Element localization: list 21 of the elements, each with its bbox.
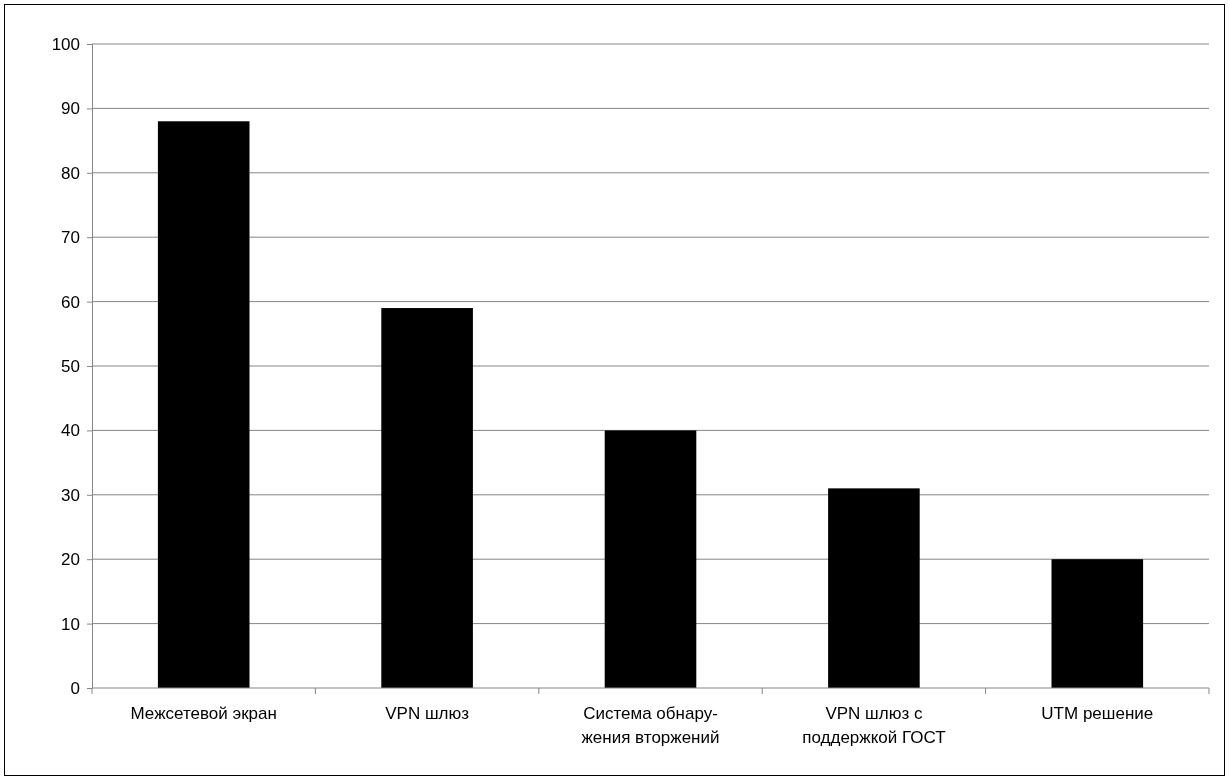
bar: [828, 488, 920, 688]
y-tick-label: 60: [61, 292, 80, 312]
x-tick-label: VPN шлюз с поддержкой ГОСТ: [802, 704, 946, 747]
x-tick-label: UTM решение: [1041, 704, 1154, 723]
y-tick-label: 0: [70, 678, 80, 698]
x-tick-label: Система обнару- жения вторжений: [581, 704, 720, 747]
bar: [604, 430, 697, 688]
x-tick-label: Межсетевой экран: [130, 704, 277, 723]
y-tick-label: 70: [61, 228, 80, 248]
y-tick-label: 30: [61, 485, 80, 505]
y-tick-label: 80: [61, 163, 80, 183]
bar: [157, 121, 250, 688]
y-tick-label: 20: [61, 550, 80, 570]
y-tick-label: 50: [61, 356, 80, 376]
y-tick-label: 40: [61, 421, 80, 441]
y-tick-label: 10: [61, 614, 80, 634]
bar: [381, 308, 473, 688]
x-tick-label: VPN шлюз: [385, 704, 470, 723]
bar: [1051, 559, 1144, 688]
y-tick-label: 90: [61, 99, 80, 119]
y-tick-label: 100: [51, 34, 80, 54]
